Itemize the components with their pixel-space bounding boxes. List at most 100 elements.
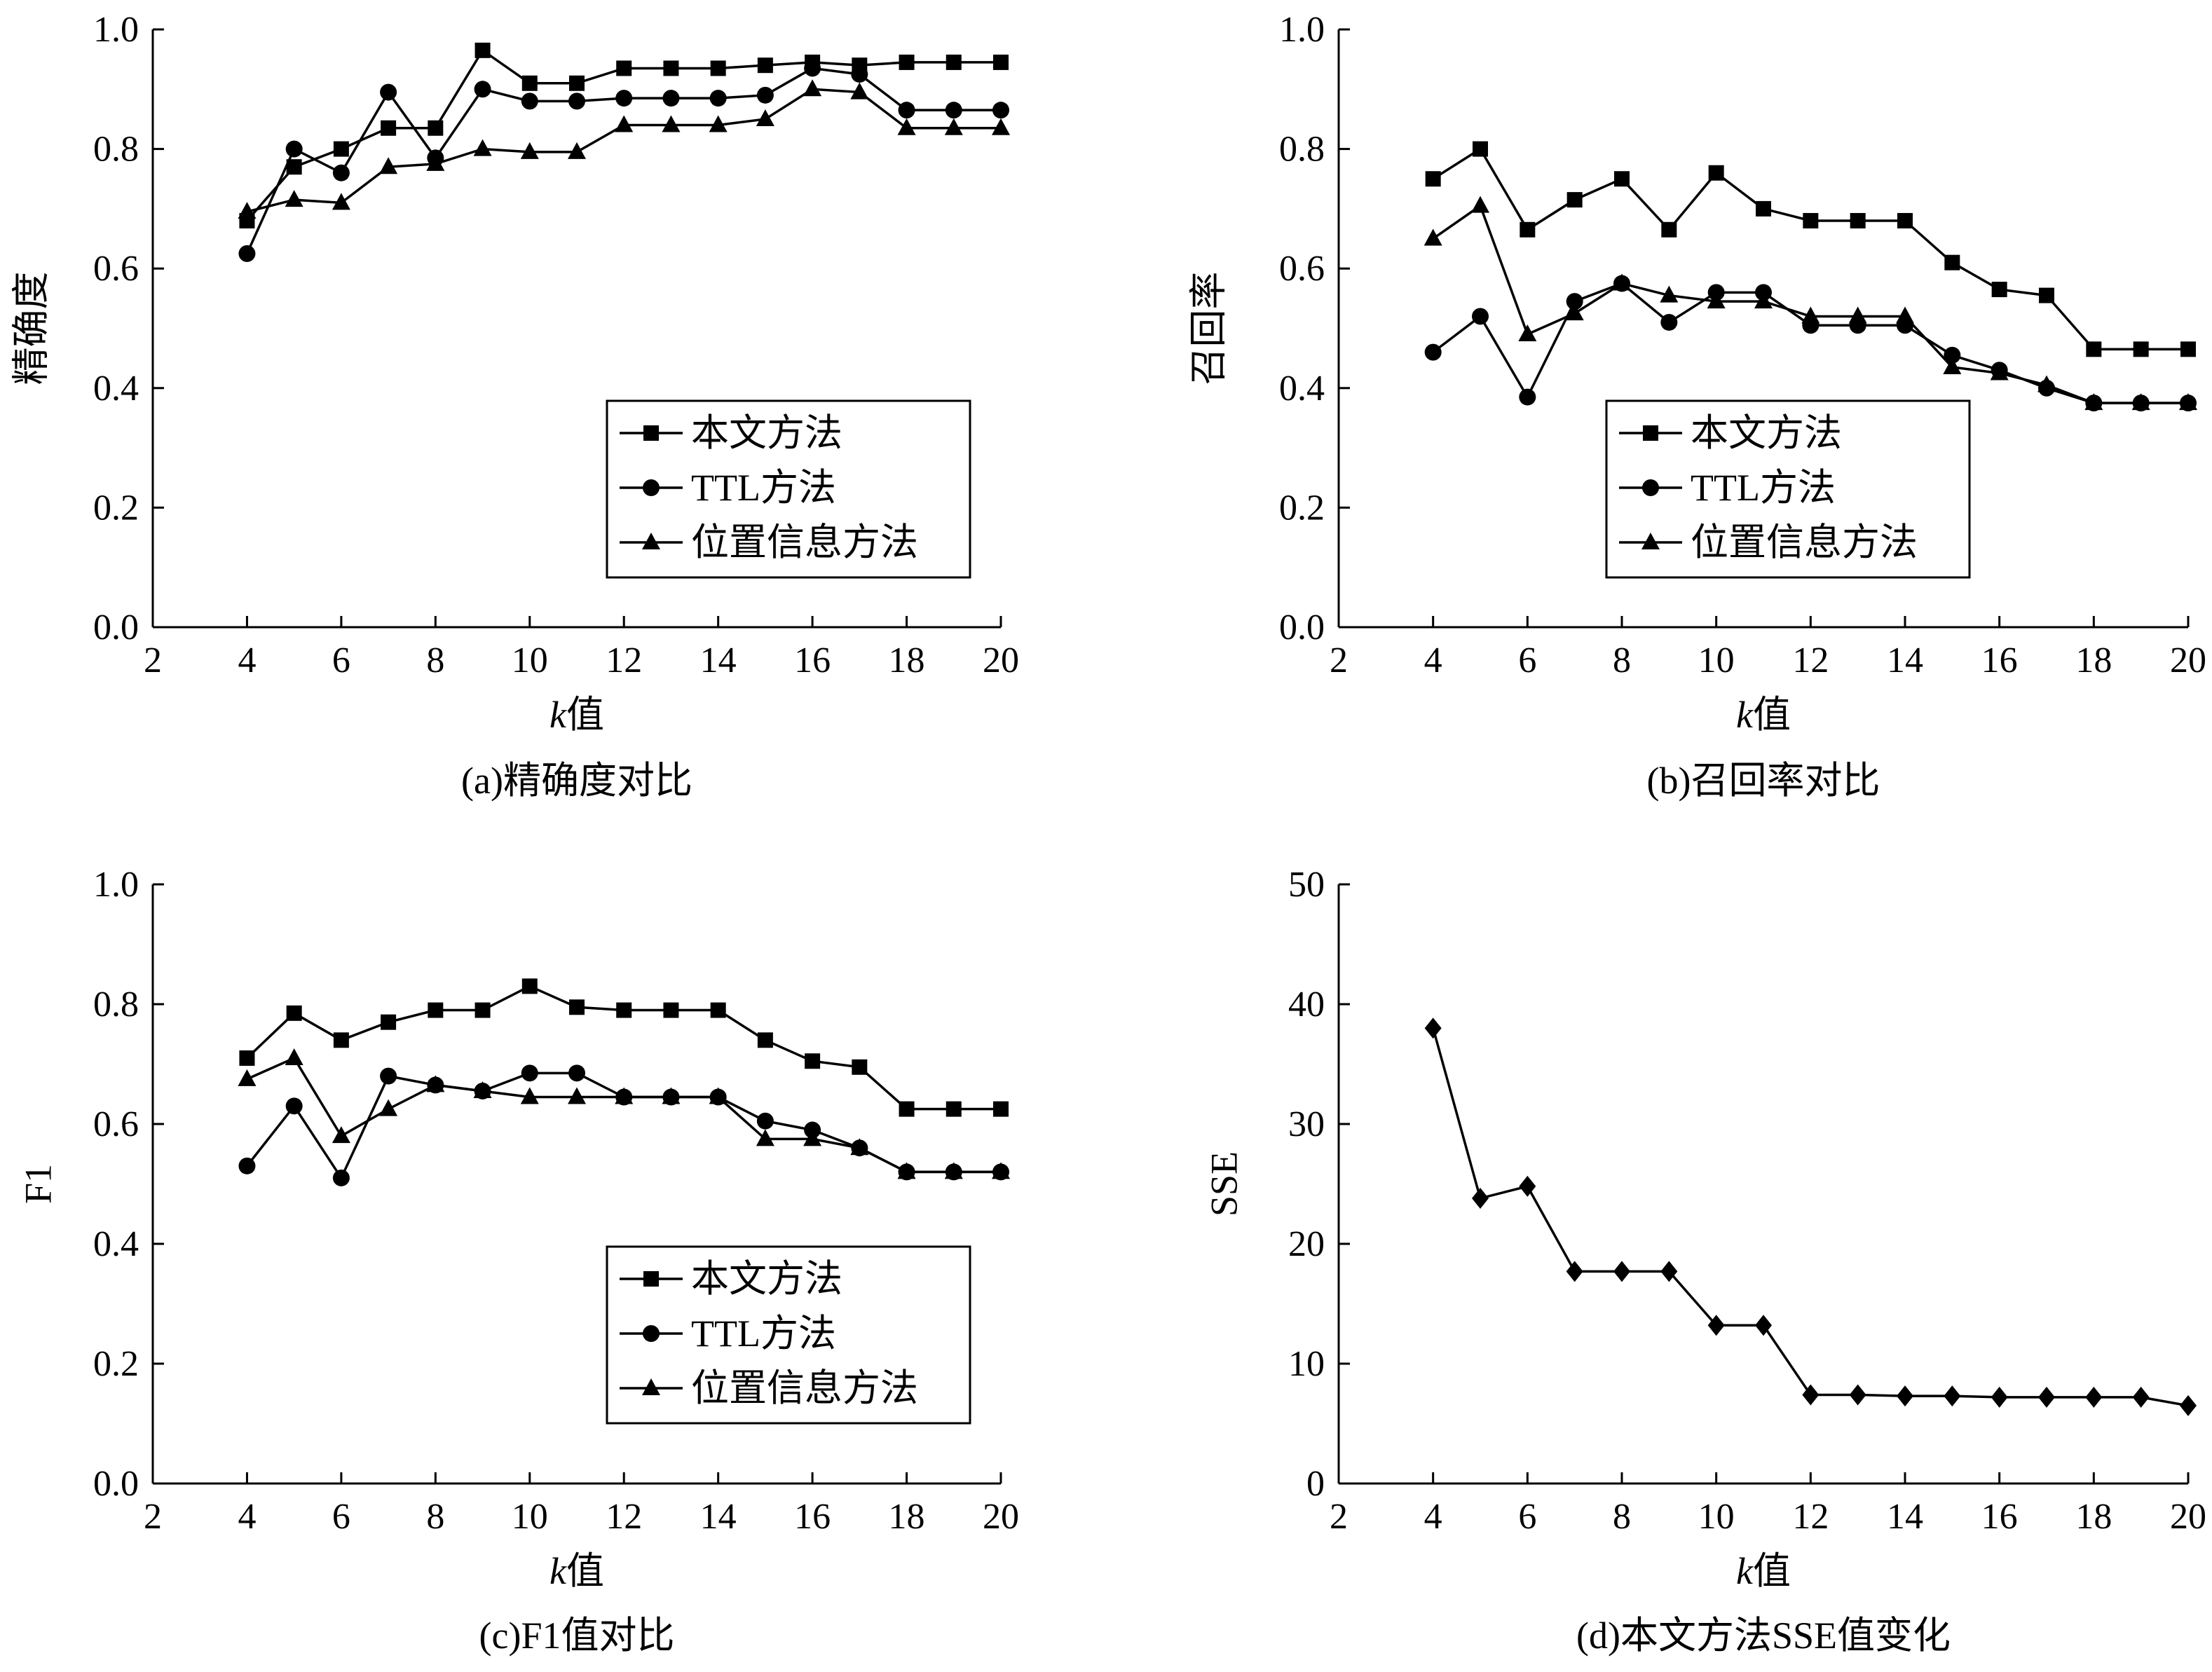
data-point <box>710 1002 726 1018</box>
data-point <box>805 1053 821 1069</box>
data-point <box>1848 306 1867 324</box>
x-tick-label: 4 <box>1424 1497 1442 1537</box>
series-位置信息方法 <box>238 1048 1010 1179</box>
data-point <box>285 140 303 158</box>
x-tick-label: 10 <box>512 1497 548 1537</box>
series-位置信息方法 <box>1424 196 2197 411</box>
data-point <box>1755 1315 1772 1336</box>
x-tick-label: 18 <box>2075 1497 2112 1537</box>
data-point <box>944 118 963 135</box>
data-point <box>285 1097 303 1115</box>
data-point <box>757 57 773 74</box>
data-point <box>239 1050 255 1066</box>
series-位置信息方法 <box>238 79 1010 219</box>
chart-caption: (a)精确度对比 <box>461 760 692 802</box>
data-point <box>850 1138 869 1156</box>
y-tick-label: 0.4 <box>93 369 139 409</box>
data-point <box>616 60 632 76</box>
y-tick-label: 0.4 <box>1279 369 1325 409</box>
data-point <box>1944 1385 1961 1407</box>
chart-caption: (c)F1值对比 <box>479 1615 675 1657</box>
data-point <box>1471 196 1489 213</box>
data-point <box>332 193 350 210</box>
legend-marker <box>643 1271 659 1287</box>
data-point <box>897 118 916 135</box>
x-axis-title: k值 <box>549 1550 604 1592</box>
x-tick-label: 14 <box>1887 1497 1923 1537</box>
x-tick-label: 10 <box>512 640 548 680</box>
legend-marker <box>643 1325 660 1342</box>
y-tick-label: 0.0 <box>93 1464 139 1504</box>
x-tick-label: 8 <box>426 640 444 680</box>
x-tick-label: 4 <box>238 640 256 680</box>
data-point <box>521 92 538 110</box>
legend-label: 本文方法 <box>691 1258 842 1300</box>
data-point <box>2084 393 2103 411</box>
legend-box <box>1605 399 1971 579</box>
series-line <box>247 88 1001 213</box>
data-point <box>1424 228 1442 246</box>
data-point <box>1991 282 2007 298</box>
x-tick-label: 10 <box>1698 640 1735 680</box>
x-tick-label: 6 <box>1518 640 1536 680</box>
series-TTL方法 <box>238 1064 1009 1186</box>
data-point <box>521 75 538 91</box>
x-axis-title: k值 <box>1736 1550 1791 1592</box>
data-point <box>2086 341 2102 357</box>
x-tick-label: 18 <box>889 640 925 680</box>
y-tick-label: 0.6 <box>93 249 139 289</box>
data-point <box>1802 1384 1820 1406</box>
legend-label: 位置信息方法 <box>691 521 918 563</box>
data-point <box>1519 1175 1536 1197</box>
y-tick-label: 0.8 <box>93 985 139 1025</box>
data-point <box>2131 393 2150 411</box>
y-tick-label: 0.6 <box>93 1104 139 1144</box>
x-axis-title: k值 <box>1736 694 1791 736</box>
legend-marker <box>1641 533 1660 549</box>
data-point <box>333 141 349 157</box>
data-point <box>945 54 962 70</box>
y-axis-title: 精确度 <box>10 272 52 385</box>
x-tick-label: 4 <box>238 1497 256 1537</box>
data-point <box>473 139 492 156</box>
data-point <box>662 90 680 107</box>
data-point <box>993 54 1009 70</box>
x-tick-label: 16 <box>794 640 831 680</box>
x-axis-title: k值 <box>549 694 604 736</box>
data-point <box>2179 393 2197 411</box>
data-point <box>1803 212 1819 228</box>
data-point <box>803 1129 822 1146</box>
data-point <box>897 1162 916 1179</box>
data-point <box>286 159 302 175</box>
data-point <box>380 1067 397 1085</box>
data-point <box>852 1059 868 1075</box>
data-point <box>1614 171 1630 187</box>
x-tick-label: 12 <box>606 1497 642 1537</box>
x-tick-label: 18 <box>2075 640 2112 680</box>
legend-marker <box>642 533 660 549</box>
x-tick-label: 20 <box>2170 640 2206 680</box>
data-point <box>1754 292 1773 309</box>
x-tick-label: 4 <box>1424 640 1442 680</box>
data-point <box>520 1087 539 1104</box>
data-point <box>473 1081 492 1098</box>
data-point <box>1849 1384 1866 1406</box>
data-point <box>1801 306 1820 324</box>
legend-marker <box>643 479 660 496</box>
data-point <box>426 153 445 171</box>
data-point <box>332 1169 350 1186</box>
legend-marker <box>642 1378 660 1395</box>
data-point <box>475 1002 491 1018</box>
data-point <box>899 1101 915 1117</box>
data-point <box>1661 221 1677 238</box>
chart-panel-d: 0 10 20 30 40 50 2 4 6 8 10 12 14 16 18 20 SSE k值 (d)本文方法S… <box>1203 865 2206 1657</box>
chart-caption: (b)召回率对比 <box>1647 760 1880 802</box>
data-point <box>663 1002 679 1018</box>
data-point <box>1897 212 1913 228</box>
data-point <box>332 164 350 181</box>
data-point <box>521 978 538 994</box>
data-point <box>1424 1017 1442 1039</box>
data-point <box>850 82 869 100</box>
